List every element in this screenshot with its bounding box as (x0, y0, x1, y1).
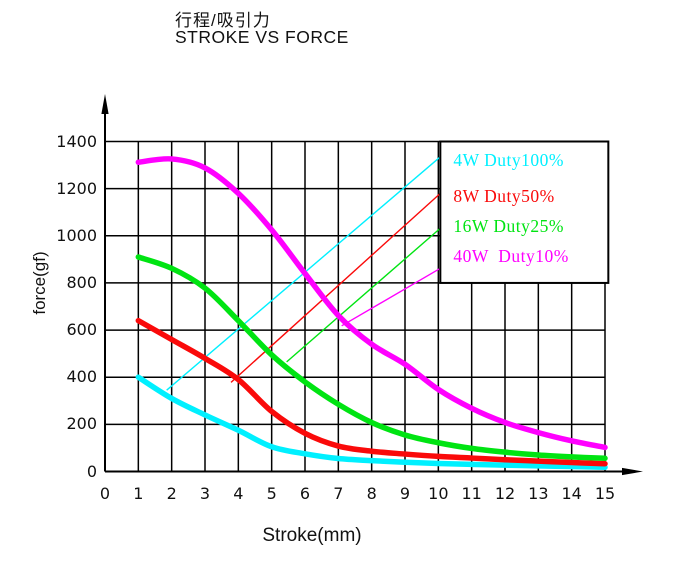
y-tick-label-200: 200 (66, 414, 97, 434)
y-tick-label-400: 400 (66, 367, 97, 387)
x-tick-label-9: 9 (399, 484, 411, 503)
curve-4w-duty100 (135, 374, 608, 471)
curve-16w-duty25 (135, 254, 608, 462)
curve-40w-duty10 (135, 156, 608, 451)
leader-line-40w-duty10 (341, 267, 441, 327)
x-tick-label-8: 8 (366, 484, 377, 503)
x-tick-label-0: 0 (99, 484, 111, 503)
x-tick-label-11: 11 (461, 484, 482, 503)
y-tick-label-1400: 1400 (56, 131, 97, 151)
x-tick-label-6: 6 (299, 484, 311, 503)
x-tick-label-14: 14 (561, 484, 582, 503)
x-tick-label-10: 10 (428, 484, 449, 503)
x-tick-label-4: 4 (233, 484, 244, 503)
y-tick-label-1000: 1000 (56, 225, 97, 245)
legend-box (439, 140, 610, 284)
y-tick-label-0: 0 (86, 461, 97, 481)
x-axis-title: Stroke(mm) (262, 525, 362, 546)
x-tick-label-5: 5 (266, 484, 277, 503)
x-tick-label-7: 7 (333, 484, 344, 503)
y-tick-label-800: 800 (66, 272, 97, 292)
y-tick-label-1200: 1200 (56, 178, 97, 198)
x-tick-label-12: 12 (494, 484, 516, 503)
x-tick-label-3: 3 (199, 484, 211, 503)
chart-title-english: STROKE VS FORCE (175, 27, 349, 47)
x-tick-label-15: 15 (594, 484, 616, 503)
x-axis-arrow-icon (622, 467, 643, 476)
leader-line-16w-duty25 (286, 227, 441, 363)
x-tick-label-2: 2 (166, 484, 177, 503)
chart-title-chinese: 行程/吸引力 (175, 11, 271, 30)
legend-entry-4w-duty100: 4W Duty100% (453, 150, 564, 171)
legend-entry-8w-duty50: 8W Duty50% (453, 185, 555, 206)
legend-entry-16w-duty25: 16W Duty25% (453, 216, 564, 237)
curve-8w-duty50 (135, 317, 608, 467)
x-tick-label-1: 1 (133, 484, 144, 503)
x-tick-label-13: 13 (528, 484, 549, 503)
y-axis-arrow-icon (101, 94, 109, 114)
legend-entry-40w-duty10: 40W Duty10% (453, 246, 569, 266)
axes (101, 94, 643, 476)
y-tick-label-600: 600 (66, 320, 97, 340)
